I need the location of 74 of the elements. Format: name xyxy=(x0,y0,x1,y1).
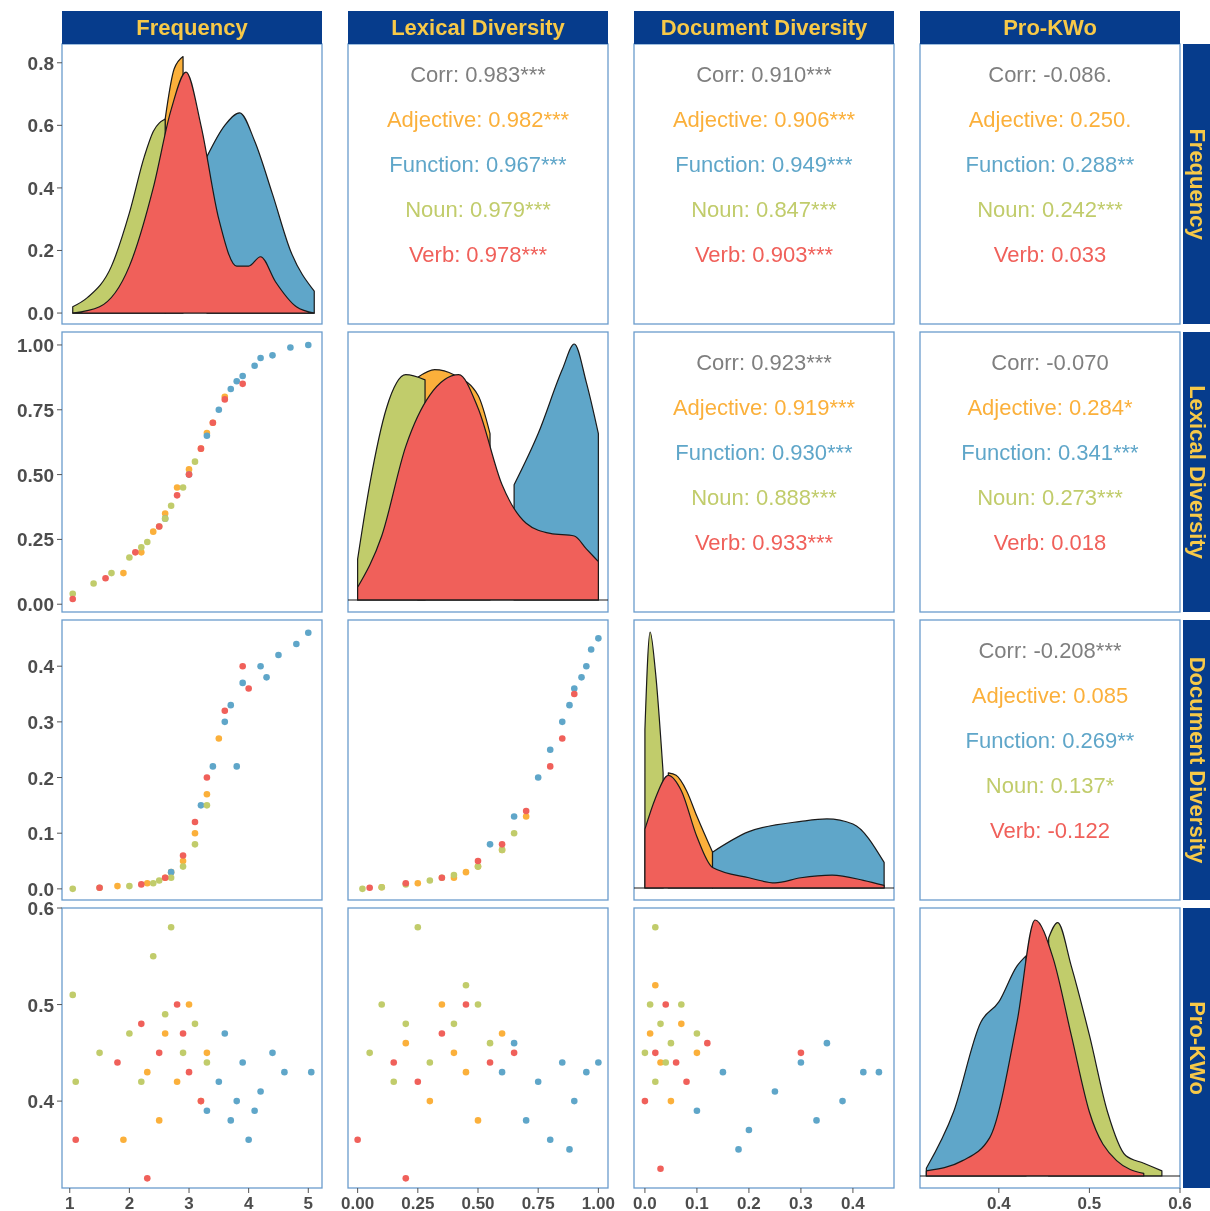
y2-axis-title: Pro-KWo xyxy=(1185,1001,1210,1095)
text: Verb: 0.903*** xyxy=(694,242,834,267)
text: Noun: 0.888*** xyxy=(691,485,838,510)
text: Noun: 0.242*** xyxy=(977,197,1124,222)
text: Noun: 0.979*** xyxy=(405,197,552,222)
text: Adjective: 0.085 xyxy=(971,683,1129,708)
y-tick-label: 0.6 xyxy=(27,115,54,137)
x-tick-label: 0.50 xyxy=(461,1194,495,1211)
text: Corr: 0.923*** xyxy=(696,350,833,375)
x-tick-label: 0.3 xyxy=(789,1194,813,1211)
y-tick-label: 0.0 xyxy=(27,303,54,325)
text: Frequency xyxy=(1185,128,1210,241)
x-tick-label: 0.2 xyxy=(737,1194,761,1211)
text: Adjective: 0.919*** xyxy=(672,395,856,420)
y-tick-label: 0.0 xyxy=(27,878,54,900)
x-tick-label: 4 xyxy=(243,1194,254,1211)
text: Adjective: 0.250. xyxy=(968,107,1132,132)
y-tick-label: 0.1 xyxy=(27,823,55,845)
y-tick-label: 0.50 xyxy=(17,464,54,486)
text: Noun: 0.847*** xyxy=(691,197,838,222)
text: Corr: -0.208*** xyxy=(978,638,1122,663)
text: Document Diversity xyxy=(660,15,869,40)
text: Function: 0.341*** xyxy=(961,440,1140,465)
x-tick-label: 0.0 xyxy=(633,1194,657,1211)
text: Function: 0.288** xyxy=(965,152,1135,177)
y-tick-label: 0.4 xyxy=(27,177,55,199)
x-tick-label: 0.5 xyxy=(1077,1194,1102,1211)
x-tick-label: 0.25 xyxy=(401,1194,435,1211)
text: Verb: 0.018 xyxy=(993,530,1107,555)
x-tick-label: 0.00 xyxy=(341,1194,375,1211)
x-tick-label: 0.75 xyxy=(521,1194,555,1211)
y-tick-label: 0.4 xyxy=(27,1091,55,1113)
text: Noun: 0.273*** xyxy=(977,485,1124,510)
text: Function: 0.269** xyxy=(965,728,1135,753)
text: Corr: -0.086. xyxy=(988,62,1112,87)
y-tick-label: 1.00 xyxy=(17,334,54,356)
y-tick-label: 0.8 xyxy=(27,52,54,74)
y-tick-label: 0.6 xyxy=(27,898,54,919)
y-tick-label: 0.75 xyxy=(17,399,55,421)
x-tick-label: 5 xyxy=(303,1194,314,1211)
text: Pro-KWo xyxy=(1003,15,1097,40)
y-tick-label: 0.2 xyxy=(27,767,54,789)
text: Corr: 0.983*** xyxy=(410,62,547,87)
x-tick-label: 0.4 xyxy=(841,1194,866,1211)
text: Function: 0.949*** xyxy=(675,152,854,177)
x-tick-label: 0.4 xyxy=(986,1194,1012,1211)
text: Verb: 0.933*** xyxy=(694,530,834,555)
y-tick-label: 0.25 xyxy=(17,529,55,551)
x-tick-label: 1.00 xyxy=(581,1194,615,1211)
text: Document Diversity xyxy=(1185,656,1210,865)
text: Verb: 0.978*** xyxy=(408,242,548,267)
x-tick-label: 3 xyxy=(184,1194,194,1211)
text: Lexical Diversity xyxy=(391,15,566,40)
y-tick-label: 0.5 xyxy=(27,994,55,1016)
text: Corr: 0.910*** xyxy=(696,62,833,87)
y-tick-label: 0.3 xyxy=(27,711,54,733)
text: Verb: 0.033 xyxy=(993,242,1107,267)
text: Noun: 0.137* xyxy=(985,773,1115,798)
text: Adjective: 0.982*** xyxy=(386,107,570,132)
x-tick-label: 1 xyxy=(65,1194,75,1211)
x-tick-label: 2 xyxy=(124,1194,135,1211)
text: Verb: -0.122 xyxy=(990,818,1110,843)
text: Function: 0.930*** xyxy=(675,440,854,465)
text: Adjective: 0.284* xyxy=(967,395,1133,420)
chart-title: Frequency xyxy=(136,15,249,40)
text: Function: 0.967*** xyxy=(389,152,568,177)
y-tick-label: 0.00 xyxy=(17,594,54,616)
text: Lexical Diversity xyxy=(1185,385,1210,560)
x-tick-label: 0.6 xyxy=(1168,1194,1192,1211)
x-tick-label: 0.1 xyxy=(685,1194,709,1211)
y-tick-label: 0.4 xyxy=(27,656,55,678)
y-tick-label: 0.2 xyxy=(27,240,54,262)
text: Adjective: 0.906*** xyxy=(672,107,856,132)
text: Corr: -0.070 xyxy=(991,350,1109,375)
